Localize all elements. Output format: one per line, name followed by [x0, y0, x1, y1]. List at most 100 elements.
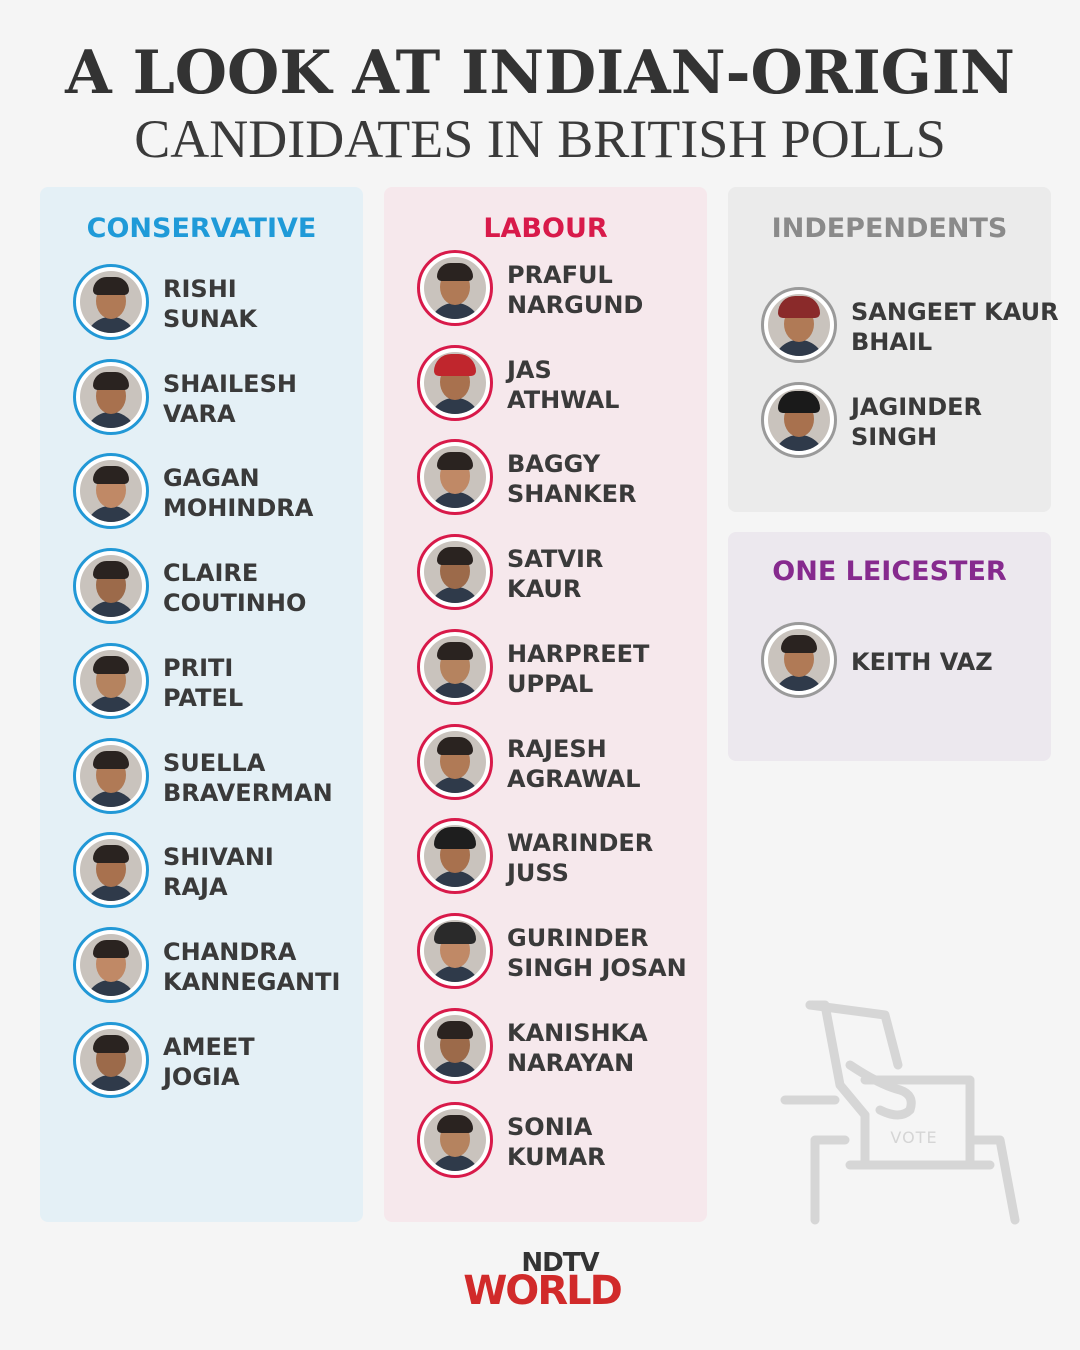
candidate-labour: WARINDER JUSS	[417, 818, 707, 898]
candidate-labour: JAS ATHWAL	[417, 344, 707, 425]
candidate-one-leicester: KEITH VAZ	[761, 622, 1051, 702]
candidate-photo	[417, 250, 493, 326]
candidate-name: KEITH VAZ	[851, 647, 993, 677]
candidate-name: BAGGY SHANKER	[507, 449, 637, 509]
candidate-name-line1: GAGAN	[163, 464, 260, 493]
candidate-name: CLAIRE COUTINHO	[163, 558, 306, 618]
candidate-name-line2: SHANKER	[507, 480, 637, 509]
page-title-line2: CANDIDATES IN BRITISH POLLS	[134, 109, 946, 169]
candidate-name: PRAFUL NARGUND	[507, 260, 643, 320]
candidate-conservative: SUELLA BRAVERMAN	[73, 737, 363, 818]
candidate-name-line1: CLAIRE	[163, 559, 259, 588]
candidate-name: CHANDRA KANNEGANTI	[163, 937, 340, 997]
candidate-name-line2: JOGIA	[163, 1062, 240, 1091]
candidate-name: SHAILESH VARA	[163, 369, 297, 429]
candidate-name: SHIVANI RAJA	[163, 842, 274, 902]
candidate-photo	[417, 723, 493, 800]
candidate-name-line1: HARPREET	[507, 639, 650, 668]
candidate-name-line2: SINGH	[851, 423, 938, 451]
candidate-name: RISHI SUNAK	[163, 274, 257, 334]
candidate-photo	[417, 344, 493, 421]
candidate-name: KANISHKA NARAYAN	[507, 1018, 648, 1078]
candidate-name: GAGAN MOHINDRA	[163, 463, 313, 523]
candidate-name: SUELLA BRAVERMAN	[163, 748, 333, 808]
candidate-photo	[73, 642, 149, 719]
candidate-labour: BAGGY SHANKER	[417, 439, 707, 519]
candidate-name-line2: VARA	[163, 399, 236, 428]
candidate-photo	[761, 382, 837, 458]
candidate-name-line2: AGRAWAL	[507, 764, 641, 793]
candidate-independents: SANGEET KAUR BHAIL	[761, 287, 1059, 367]
candidate-conservative: GAGAN MOHINDRA	[73, 453, 363, 533]
candidate-name-line2: UPPAL	[507, 669, 594, 698]
candidate-name-line2: ATHWAL	[507, 385, 620, 414]
candidate-name-line1: AMEET	[163, 1032, 255, 1061]
candidate-name: GURINDER SINGH JOSAN	[507, 923, 687, 983]
candidate-name: HARPREET UPPAL	[507, 639, 649, 699]
ndtv-logo: NDTV	[521, 1248, 599, 1278]
candidate-name-line2: COUTINHO	[163, 589, 307, 618]
candidate-labour: PRAFUL NARGUND	[417, 250, 707, 330]
candidate-photo	[417, 628, 493, 705]
world-logo: WORLD	[463, 1268, 623, 1314]
candidate-name-line1: PRITI	[163, 653, 234, 682]
candidate-photo	[417, 534, 493, 611]
candidate-photo	[417, 818, 493, 895]
candidate-photo	[417, 1007, 493, 1084]
labour-panel: LABOUR PRAFUL NARGUND JAS ATHWAL BAGGY SHANKE…	[384, 187, 707, 1222]
candidate-name: AMEET JOGIA	[163, 1032, 255, 1092]
candidate-labour: SATVIR KAUR	[417, 534, 707, 614]
candidate-name-line2: RAJA	[163, 873, 228, 902]
candidate-labour: GURINDER SINGH JOSAN	[417, 912, 707, 993]
candidate-conservative: PRITI PATEL	[73, 642, 363, 723]
candidate-labour: SONIA KUMAR	[417, 1102, 707, 1182]
candidate-name-line1: BAGGY	[507, 450, 601, 479]
vote-label: VOTE	[890, 1128, 938, 1147]
candidate-name: WARINDER JUSS	[507, 828, 653, 888]
candidate-name-line1: RAJESH	[507, 734, 607, 763]
candidate-name-line1: GURINDER	[507, 923, 649, 952]
candidate-labour: RAJESH AGRAWAL	[417, 723, 707, 804]
candidate-photo	[73, 926, 149, 1003]
candidate-name-line1: CHANDRA	[163, 937, 297, 966]
candidate-name: PRITI PATEL	[163, 653, 243, 713]
candidate-name-line2: SINGH JOSAN	[507, 953, 687, 982]
candidate-photo	[761, 287, 837, 363]
candidate-photo	[73, 358, 149, 435]
candidate-name-line1: KEITH VAZ	[851, 648, 993, 676]
candidate-conservative: CLAIRE COUTINHO	[73, 548, 363, 628]
conservative-heading: CONSERVATIVE	[86, 213, 317, 244]
candidate-photo	[417, 1102, 493, 1179]
independents-panel: INDEPENDENTS SANGEET KAUR BHAIL JAGINDER SI…	[728, 187, 1059, 512]
ballot-box-icon	[780, 995, 1025, 1225]
candidate-photo	[417, 912, 493, 989]
candidate-conservative: AMEET JOGIA	[73, 1021, 363, 1102]
candidate-photo	[417, 439, 493, 516]
one-leicester-heading: ONE LEICESTER	[772, 556, 1007, 587]
candidate-photo	[73, 1021, 149, 1098]
candidate-photo	[73, 832, 149, 909]
candidate-name-line2: NARAYAN	[507, 1048, 635, 1077]
candidate-name: SONIA KUMAR	[507, 1112, 606, 1172]
candidate-conservative: SHIVANI RAJA	[73, 832, 363, 912]
candidate-independents: JAGINDER SINGH	[761, 382, 1051, 462]
candidate-name-line1: SONIA	[507, 1113, 593, 1142]
candidate-name-line2: SUNAK	[163, 305, 258, 333]
candidate-name-line2: KANNEGANTI	[163, 967, 341, 996]
candidate-name: JAGINDER SINGH	[851, 392, 982, 452]
candidate-name-line1: SANGEET KAUR	[851, 298, 1059, 326]
candidate-name-line2: PATEL	[163, 683, 244, 712]
candidate-conservative: RISHI SUNAK	[73, 264, 363, 344]
candidate-name-line1: KANISHKA	[507, 1018, 648, 1047]
candidate-name-line1: SHIVANI	[163, 843, 274, 872]
candidate-photo	[761, 622, 837, 698]
candidate-name-line2: BRAVERMAN	[163, 778, 333, 807]
candidate-name-line1: SHAILESH	[163, 369, 297, 398]
candidate-name-line1: SUELLA	[163, 748, 266, 777]
labour-heading: LABOUR	[483, 213, 608, 244]
candidate-name-line2: NARGUND	[507, 291, 644, 319]
candidate-labour: HARPREET UPPAL	[417, 628, 707, 709]
candidate-name-line1: WARINDER	[507, 829, 654, 858]
candidate-name: RAJESH AGRAWAL	[507, 734, 641, 794]
candidate-name-line1: PRAFUL	[507, 261, 613, 289]
